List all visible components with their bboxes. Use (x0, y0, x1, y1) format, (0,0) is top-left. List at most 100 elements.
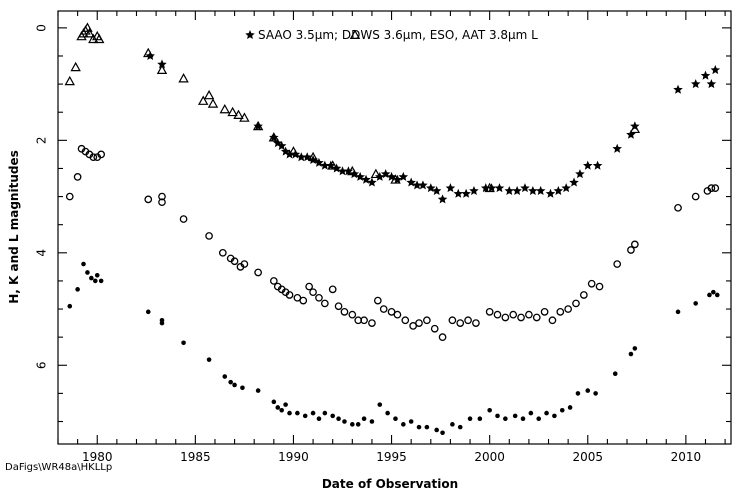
data-point-circle-filled (75, 287, 80, 292)
data-point-circle-filled (512, 413, 518, 419)
data-point-triangle (70, 61, 81, 72)
data-point-star (320, 160, 330, 170)
figure-source-label: DaFigs\WR48a\HKLLp (5, 462, 112, 473)
data-point-star (583, 160, 593, 170)
data-point-triangle (82, 22, 93, 32)
data-point-circle-filled (520, 416, 526, 421)
data-point-star (453, 188, 464, 198)
data-point-circle-filled (675, 309, 681, 315)
data-point-circle-filled (355, 422, 361, 427)
data-point-circle-filled (559, 407, 565, 413)
data-point-circle-open (315, 293, 323, 302)
data-point-triangle (156, 64, 168, 75)
data-point-circle-filled (94, 272, 100, 278)
data-point-triangle (307, 151, 319, 162)
data-point-circle-open (501, 313, 510, 322)
data-point-circle-open (334, 302, 343, 311)
data-point-star (690, 79, 701, 89)
data-point-circle-filled (322, 410, 328, 416)
data-point-circle-open (348, 310, 357, 319)
series-star (145, 50, 721, 204)
data-point-triangle (347, 165, 358, 176)
data-point-star (535, 185, 546, 195)
data-point-circle-filled (145, 309, 151, 315)
data-point-circle-filled (159, 320, 165, 326)
series-circle-filled (67, 261, 720, 436)
data-point-circle-filled (287, 410, 292, 416)
data-point-circle-filled (693, 301, 698, 306)
data-point-circle-filled (181, 340, 186, 346)
data-point-circle-open (627, 246, 635, 254)
data-point-star (469, 185, 479, 195)
data-point-star (157, 59, 167, 69)
y-axis-title: H, K and L magnitudes (7, 150, 21, 304)
data-point-circle-open (691, 192, 700, 201)
data-point-circle-open (493, 310, 502, 319)
data-point-circle-open (89, 153, 98, 162)
data-point-circle-open (254, 268, 262, 277)
data-point-circle-open (631, 240, 639, 249)
data-point-triangle (629, 123, 641, 134)
data-point-circle-filled (401, 422, 406, 427)
data-point-circle-open (387, 308, 396, 316)
data-point-circle-open (65, 192, 74, 201)
data-point-circle-open (572, 299, 580, 308)
data-point-circle-filled (295, 410, 300, 416)
data-point-circle-filled (567, 405, 573, 410)
data-point-star (592, 160, 603, 170)
data-point-star (437, 194, 448, 204)
data-point-circle-open (368, 319, 376, 327)
data-point-circle-open (360, 316, 368, 325)
data-point-circle-filled (552, 413, 557, 419)
data-point-circle-filled (377, 402, 383, 407)
y-tick-label: 6 (35, 361, 49, 369)
data-point-triangle (288, 146, 299, 156)
data-point-circle-filled (503, 416, 508, 421)
data-point-circle-filled (714, 292, 720, 298)
data-point-star (553, 185, 564, 195)
data-point-circle-filled (467, 416, 473, 421)
data-point-star (276, 140, 287, 151)
data-point-circle-open (73, 173, 82, 181)
x-axis-title: Date of Observation (322, 477, 458, 491)
data-point-star (398, 171, 409, 181)
data-point-circle-open (674, 203, 682, 212)
data-point-circle-filled (495, 413, 500, 419)
data-point-circle-filled (255, 388, 261, 393)
data-point-circle-open (269, 277, 278, 285)
data-point-circle-open (579, 291, 588, 299)
data-point-triangle (370, 168, 382, 179)
data-point-star (367, 177, 377, 187)
data-point-star (418, 180, 428, 190)
data-point-circle-filled (279, 407, 284, 413)
plot-frame (57, 10, 732, 445)
data-point-triangle (88, 33, 99, 44)
data-point-circle-filled (477, 416, 483, 421)
data-point-circle-open (464, 316, 472, 325)
data-point-circle-filled (350, 422, 355, 427)
data-point-circle-filled (628, 351, 634, 357)
data-point-triangle (268, 132, 280, 142)
data-point-triangle (207, 98, 219, 108)
data-point-circle-open (340, 308, 349, 316)
data-point-star (512, 185, 522, 195)
data-point-circle-open (309, 288, 317, 297)
data-point-circle-open (373, 296, 382, 305)
data-point-star (461, 188, 471, 198)
x-tick-label: 2010 (671, 450, 702, 464)
data-point-star (145, 50, 155, 61)
data-point-circle-filled (283, 402, 288, 407)
data-point-circle-open (556, 308, 565, 316)
data-point-circle-filled (330, 413, 335, 419)
data-point-star (480, 183, 491, 193)
data-point-circle-filled (271, 399, 277, 405)
data-point-triangle (93, 33, 105, 44)
data-point-triangle (327, 160, 338, 170)
data-point-star (269, 132, 279, 142)
y-axis-ticks: 0 2 4 6 (35, 24, 731, 423)
data-point-triangle (143, 47, 154, 58)
data-point-circle-open (613, 260, 622, 268)
data-point-triangle (64, 75, 75, 86)
data-point-star (710, 65, 721, 75)
